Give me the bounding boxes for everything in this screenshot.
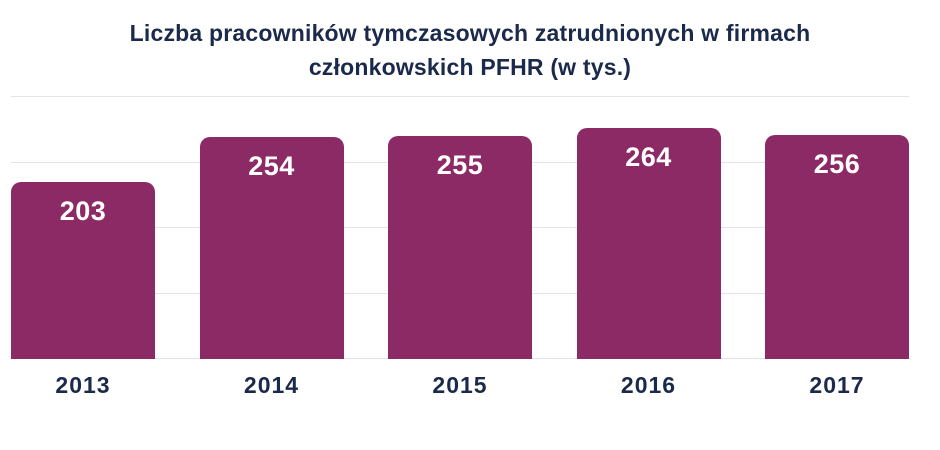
bar-2013: 203 xyxy=(11,181,155,359)
bar-value-label-2015: 255 xyxy=(436,150,484,181)
bar-value-label-2017: 256 xyxy=(813,149,861,180)
bar-value-label-2013: 203 xyxy=(59,195,107,226)
x-axis-labels: 2013 2014 2015 2016 2017 xyxy=(11,372,909,399)
x-axis-label-2013: 2013 xyxy=(55,372,111,398)
gridline-300 xyxy=(11,96,909,97)
chart-title: Liczba pracowników tymczasowych zatrudni… xyxy=(0,16,940,84)
bar-2015: 255 xyxy=(388,136,532,359)
bar-value-label-2014: 254 xyxy=(248,151,295,182)
bar-2014: 254 xyxy=(199,137,344,359)
x-axis-label-2014: 2014 xyxy=(243,372,300,398)
x-axis-label-2017: 2017 xyxy=(809,372,865,398)
plot-area: 203 254 255 264 256 xyxy=(11,96,909,359)
chart-title-text: Liczba pracowników tymczasowych zatrudni… xyxy=(129,20,811,80)
x-axis-label-2016: 2016 xyxy=(620,372,677,398)
bar-2017: 256 xyxy=(765,135,909,359)
bar-2016: 264 xyxy=(576,128,721,359)
x-axis-label-2015: 2015 xyxy=(432,372,488,398)
bars-row: 203 254 255 264 256 xyxy=(11,97,909,359)
bar-value-label-2016: 264 xyxy=(625,142,672,173)
